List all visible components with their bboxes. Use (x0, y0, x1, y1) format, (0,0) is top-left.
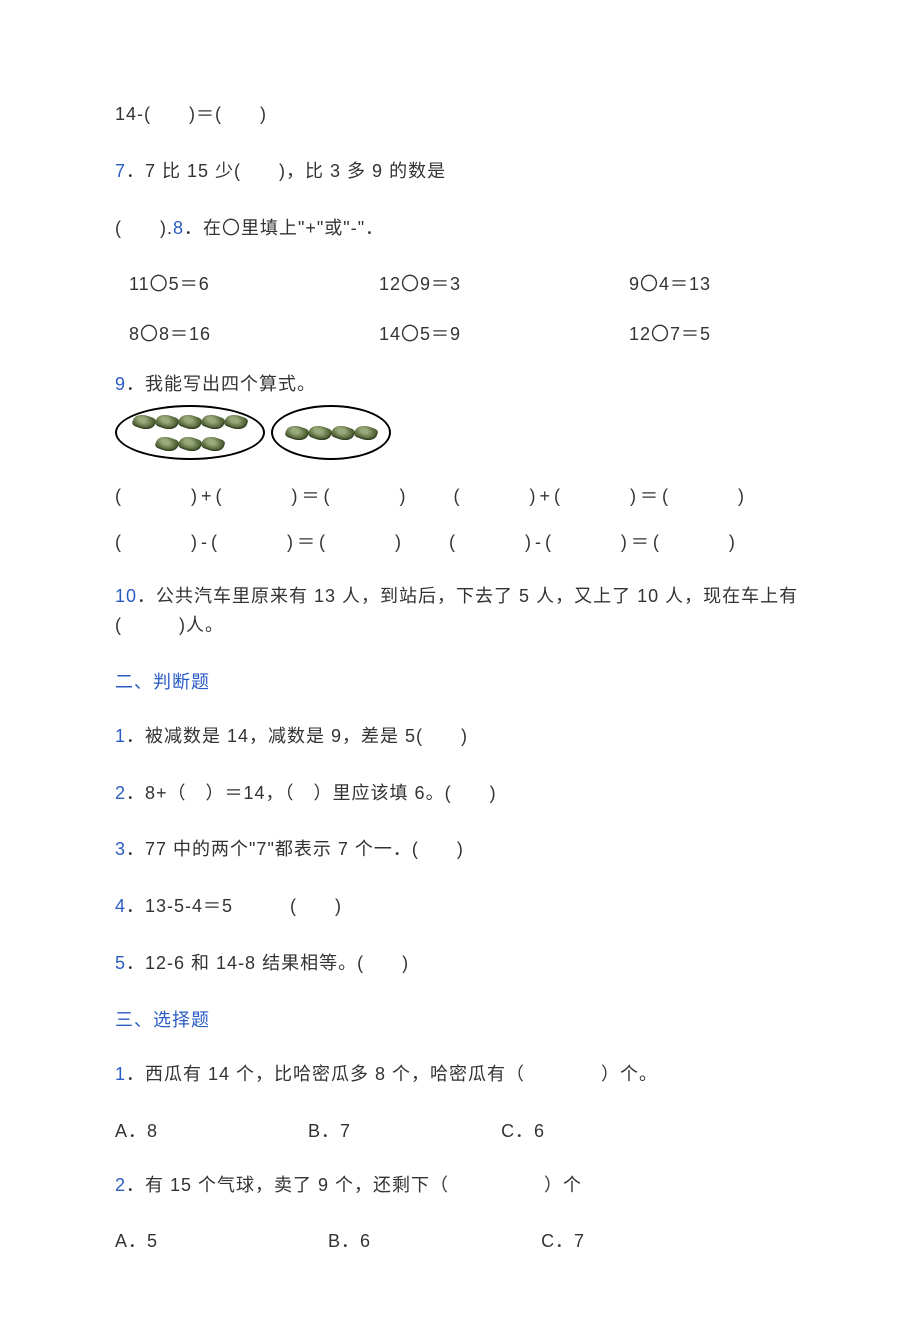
plate-left (115, 405, 265, 460)
equation-row-add: ( )+( )＝( ) ( )+( )＝( ) (115, 482, 805, 508)
plates-image (115, 405, 805, 460)
judge-2: 2．8+（ ）＝14，（ ）里应该填 6。( ) (115, 779, 805, 808)
q7-q8-line: ( ).8．在〇里填上"+"或"-"． (115, 214, 805, 243)
s1-text: ．西瓜有 14 个，比哈密瓜多 8 个，哈密瓜有（ ）个。 (126, 1064, 658, 1084)
j2-num: 2 (115, 783, 126, 803)
section-3-header: 三、选择题 (115, 1006, 805, 1032)
leaf-icon (284, 422, 309, 443)
q10-text: ．公共汽车里原来有 13 人，到站后，下去了 5 人，又上了 10 人，现在车上… (115, 586, 798, 635)
q8-text: ．在〇里填上"+"或"-"． (184, 218, 384, 238)
s2-opt-c: C．7 (541, 1227, 585, 1253)
cell-2a: 8〇8＝16 (129, 320, 379, 346)
leaf-icon (307, 422, 332, 443)
cell-1c: 9〇4＝13 (629, 270, 879, 296)
j3-text: ．77 中的两个"7"都表示 7 个一．( ) (126, 839, 464, 859)
j5-text: ．12-6 和 14-8 结果相等。( ) (126, 953, 409, 973)
s2-num: 2 (115, 1175, 126, 1195)
cell-1b: 12〇9＝3 (379, 270, 629, 296)
q7-tail: ( ). (115, 218, 173, 238)
cell-1a: 11〇5＝6 (129, 270, 379, 296)
s1-options: A．8 B．7 C．6 (115, 1117, 805, 1143)
j4-text: ．13-5-4＝5 ( ) (126, 896, 342, 916)
q7-text: ．7 比 15 少( )，比 3 多 9 的数是 (126, 161, 446, 181)
equation-row-sub: ( )-( )＝( ) ( )-( )＝( ) (115, 528, 805, 554)
s1-opt-a: A．8 (115, 1117, 158, 1143)
j4-num: 4 (115, 896, 126, 916)
cell-2b: 14〇5＝9 (379, 320, 629, 346)
select-1: 1．西瓜有 14 个，比哈密瓜多 8 个，哈密瓜有（ ）个。 (115, 1060, 805, 1089)
leaf-icon (154, 433, 179, 454)
j3-num: 3 (115, 839, 126, 859)
circle-row-1: 11〇5＝6 12〇9＝3 9〇4＝13 (115, 270, 805, 296)
s2-opt-b: B．6 (328, 1227, 371, 1253)
j5-num: 5 (115, 953, 126, 973)
j1-text: ．被减数是 14，减数是 9，差是 5( ) (126, 726, 468, 746)
q10-num: 10 (115, 586, 137, 606)
q9-num: 9 (115, 374, 126, 394)
leaf-icon (177, 433, 202, 454)
s1-num: 1 (115, 1064, 126, 1084)
s1-opt-c: C．6 (501, 1117, 545, 1143)
judge-5: 5．12-6 和 14-8 结果相等。( ) (115, 949, 805, 978)
s2-text: ．有 15 个气球，卖了 9 个，还剩下（ ）个 (126, 1175, 582, 1195)
q8-num: 8 (173, 218, 184, 238)
fill-blank-14: 14-( )＝( ) (115, 100, 805, 129)
q7: 7．7 比 15 少( )，比 3 多 9 的数是 (115, 157, 805, 186)
s2-options: A．5 B．6 C．7 (115, 1227, 805, 1253)
s1-opt-b: B．7 (308, 1117, 351, 1143)
j1-num: 1 (115, 726, 126, 746)
select-2: 2．有 15 个气球，卖了 9 个，还剩下（ ）个 (115, 1171, 805, 1200)
judge-4: 4．13-5-4＝5 ( ) (115, 892, 805, 921)
leaf-icon (330, 422, 355, 443)
leaf-icon (200, 433, 225, 454)
q7-num: 7 (115, 161, 126, 181)
circle-row-2: 8〇8＝16 14〇5＝9 12〇7＝5 (115, 320, 805, 346)
judge-1: 1．被减数是 14，减数是 9，差是 5( ) (115, 722, 805, 751)
q10: 10．公共汽车里原来有 13 人，到站后，下去了 5 人，又上了 10 人，现在… (115, 582, 805, 640)
q9: 9．我能写出四个算式。 (115, 370, 805, 399)
section-2-header: 二、判断题 (115, 668, 805, 694)
leaf-icon (177, 411, 202, 432)
leaf-icon (200, 411, 225, 432)
leaf-icon (154, 411, 179, 432)
cell-2c: 12〇7＝5 (629, 320, 879, 346)
plate-right (271, 405, 391, 460)
judge-3: 3．77 中的两个"7"都表示 7 个一．( ) (115, 835, 805, 864)
q9-text: ．我能写出四个算式。 (126, 374, 316, 394)
leaf-icon (223, 411, 248, 432)
leaf-icon (353, 422, 378, 443)
j2-text: ．8+（ ）＝14，（ ）里应该填 6。( ) (126, 783, 497, 803)
leaf-icon (131, 411, 156, 432)
s2-opt-a: A．5 (115, 1227, 158, 1253)
